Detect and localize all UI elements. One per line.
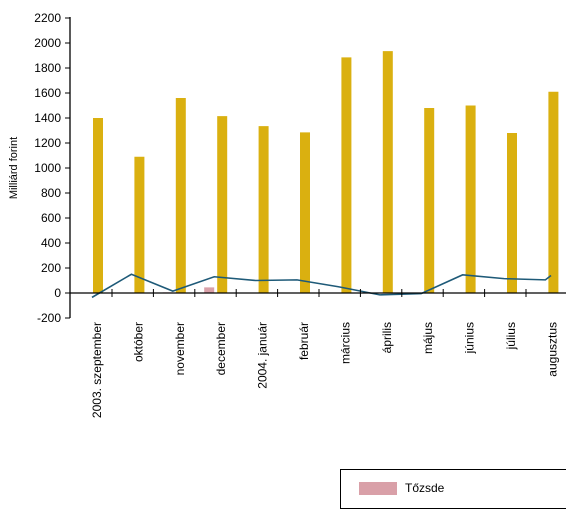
x-tick-label: november [173,322,187,375]
y-axis-title: Milliárd forint [8,137,20,199]
x-tick-label: február [297,322,311,360]
y-tick-label: 2000 [34,36,61,50]
x-tick-label: június [463,322,477,354]
y-tick-label: -200 [37,311,61,325]
legend-item-tozsde: Tőzsde [359,481,444,495]
y-axis-ticks: -200 0 200 400 600 800 1000 1200 1400 1600 1800 200… [34,11,70,325]
x-tick-label: május [421,322,435,354]
y-tick-label: 2200 [34,11,61,25]
x-tick-label: december [214,322,228,375]
y-tick-label: 800 [41,186,61,200]
chart: -200 0 200 400 600 800 1000 1200 1400 1600 1800 200… [8,11,566,418]
axes [69,17,566,318]
y-tick-label: 1600 [34,86,61,100]
y-tick-label: 200 [41,261,61,275]
y-tick-label: 1400 [34,111,61,125]
bar [548,91,559,293]
x-tick-label: április [380,322,394,353]
legend: Tőzsde [340,469,566,509]
x-tick-label: augusztus [545,322,559,377]
bar [424,108,435,293]
bar-tozsde [204,287,215,293]
y-tick-label: 1800 [34,61,61,75]
bar [465,105,476,293]
legend-label-tozsde: Tőzsde [405,481,445,495]
bar [341,57,352,293]
legend-swatch-tozsde [359,481,397,495]
x-tick-label: március [338,322,352,364]
bar [382,51,393,293]
bar [93,118,103,293]
line-series [91,273,552,299]
bar [217,116,228,293]
y-tick-label: 1200 [34,136,61,150]
x-tick-label: 2004. január [256,322,270,389]
y-tick-label: 600 [41,211,61,225]
x-tick-label: július [504,322,518,350]
y-tick-label: 400 [41,236,61,250]
bars [93,51,559,293]
bar [134,156,145,293]
x-tick-label: október [131,322,145,362]
bar [300,132,310,293]
bar [175,98,186,293]
y-tick-label: 0 [54,286,61,300]
y-tick-label: 1000 [34,161,61,175]
x-tick-label: 2003. szeptember [90,322,104,418]
line-path [91,273,552,299]
bar [258,126,269,293]
bar [507,133,517,293]
x-axis-labels: 2003. szeptember október november december 2… [90,322,559,418]
